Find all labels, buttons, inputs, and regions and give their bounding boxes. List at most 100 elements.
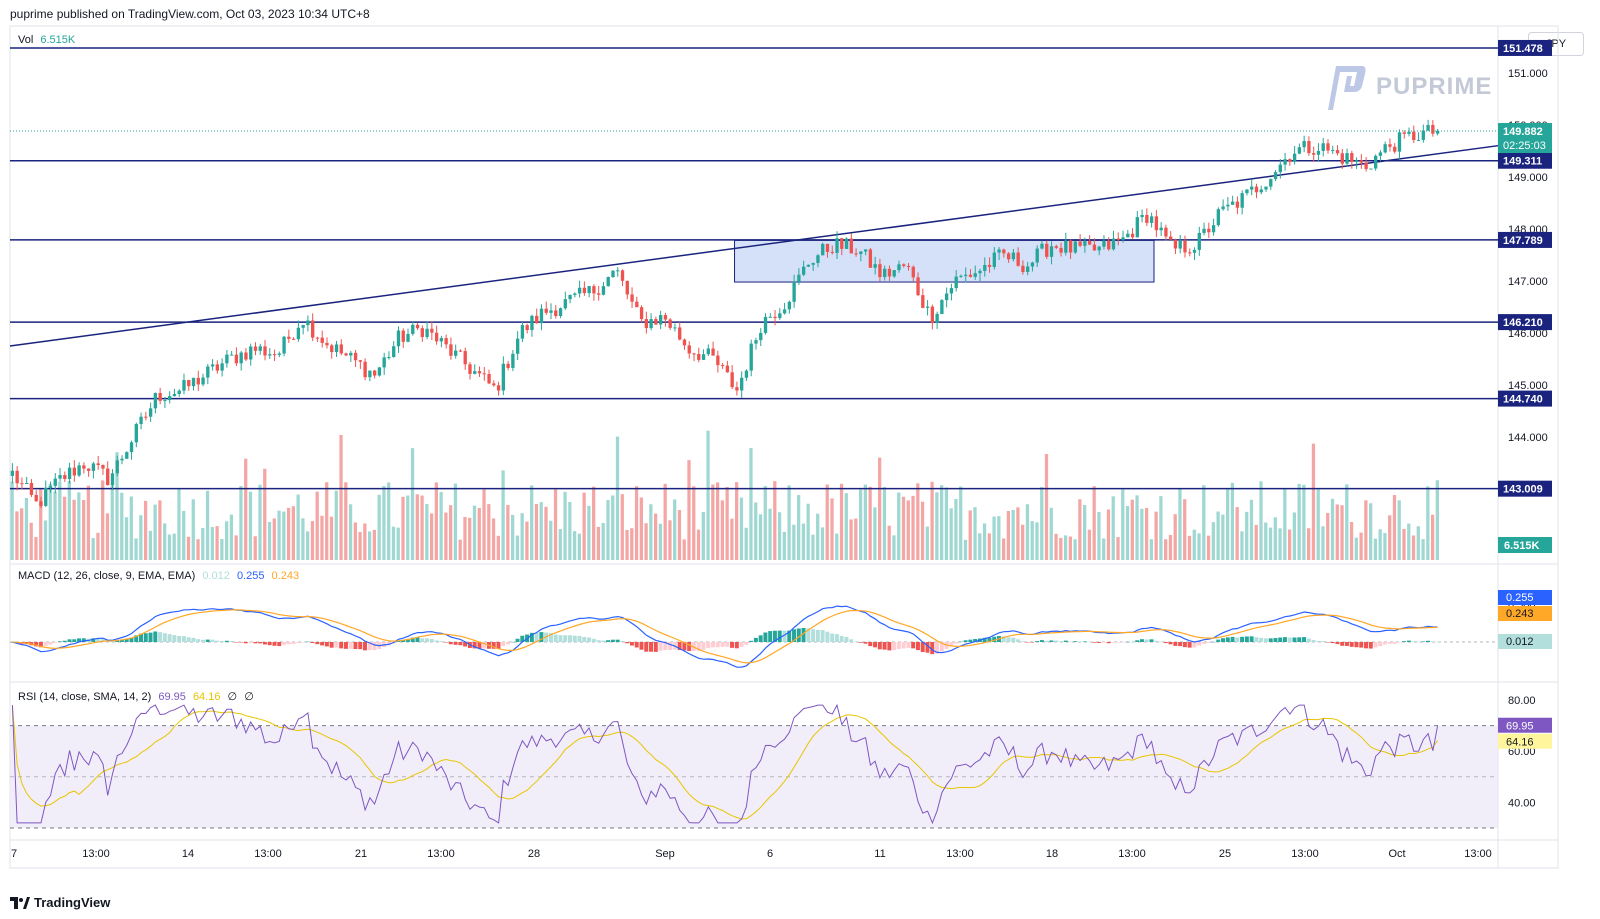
candle-body <box>191 377 196 387</box>
volume-bar <box>925 526 929 560</box>
volume-bar <box>1307 528 1311 560</box>
candle-body <box>187 380 191 387</box>
candle-body <box>15 470 19 484</box>
candle-body <box>148 408 153 417</box>
macd-histogram-bar <box>1149 639 1154 642</box>
volume-bar <box>1197 533 1201 560</box>
macd-histogram-bar <box>1373 642 1378 648</box>
macd-histogram-bar <box>286 642 291 645</box>
candle-body <box>1402 132 1406 134</box>
macd-histogram-bar <box>34 642 39 647</box>
candle-body <box>172 394 177 397</box>
volume-bar <box>124 517 129 560</box>
candle-body <box>1254 186 1259 193</box>
candle-body <box>1073 241 1078 253</box>
candle-body <box>668 319 672 328</box>
level-price-tag <box>1498 39 1552 56</box>
candle-body <box>935 313 939 323</box>
volume-bar <box>844 493 848 560</box>
candle-body <box>1364 162 1368 169</box>
candle-body <box>1188 252 1192 254</box>
volume-bar <box>1187 535 1192 560</box>
volume-bar <box>1326 512 1330 560</box>
candle-body <box>401 330 405 342</box>
macd-histogram-bar <box>782 630 787 642</box>
candle-body <box>797 274 801 282</box>
volume-bar <box>320 515 324 560</box>
macd-histogram-bar <box>1197 642 1202 646</box>
macd-histogram-bar <box>1016 639 1021 642</box>
candle-body <box>1307 141 1311 154</box>
candle-body <box>821 243 825 256</box>
volume-bar <box>1102 538 1106 560</box>
candle-body <box>816 255 820 263</box>
candle-body <box>1264 186 1268 190</box>
macd-histogram-bar <box>248 642 253 643</box>
volume-bar <box>258 484 262 560</box>
macd-histogram-bar <box>367 642 372 651</box>
candle-body <box>558 308 563 317</box>
candle-body <box>1064 240 1068 253</box>
candle-body <box>1416 139 1421 141</box>
candle-body <box>1350 153 1354 162</box>
candle-body <box>48 485 53 488</box>
macd-histogram-bar <box>143 633 148 642</box>
volume-bar <box>172 533 176 560</box>
macd-histogram-bar <box>591 638 596 642</box>
trend-line[interactable] <box>9 144 1499 347</box>
macd-histogram-bar <box>334 642 339 648</box>
volume-bar <box>572 531 577 560</box>
rsi-legend-a: ∅ <box>227 691 238 703</box>
candle-body <box>1312 153 1316 155</box>
volume-bar <box>825 484 829 560</box>
candle-body <box>125 452 129 459</box>
candle-body <box>272 354 277 356</box>
macd-histogram-bar <box>958 641 963 643</box>
macd-histogram-bar <box>477 642 482 649</box>
macd-histogram-bar <box>186 637 191 642</box>
macd-histogram-bar <box>715 642 720 648</box>
level-price-label: 144.740 <box>1503 394 1543 406</box>
macd-histogram-bar <box>119 639 124 642</box>
candle-body <box>525 325 529 331</box>
macd-histogram-bar <box>711 642 715 648</box>
rsi-legend-value: 69.95 <box>158 691 186 703</box>
macd-signal-line <box>12 609 1438 664</box>
volume-bar <box>1402 528 1406 560</box>
macd-histogram-bar <box>272 642 277 646</box>
candle-body <box>840 238 844 249</box>
macd-histogram-bar <box>267 642 272 646</box>
volume-bar <box>553 489 558 560</box>
volume-bar <box>210 527 214 560</box>
candle-body <box>930 306 935 323</box>
tradingview-footer[interactable]: TradingView <box>10 895 110 910</box>
candle-body <box>597 293 601 295</box>
volume-bar <box>944 487 949 560</box>
volume-bar <box>1149 539 1153 560</box>
macd-histogram-bar <box>696 642 701 651</box>
candle-body <box>1259 189 1263 193</box>
volume-bar <box>1087 529 1092 560</box>
candle-body <box>1078 241 1082 246</box>
macd-histogram-bar <box>1325 642 1330 643</box>
time-tick-label: 13:00 <box>427 848 455 860</box>
volume-bar <box>1345 484 1349 560</box>
candle-body <box>1183 240 1187 253</box>
volume-bar <box>1411 535 1416 560</box>
macd-histogram-bar <box>787 630 792 642</box>
candle-body <box>639 307 644 320</box>
candle-body <box>487 373 491 384</box>
consolidation-range-box[interactable] <box>734 239 1155 283</box>
macd-histogram-bar <box>1206 642 1211 643</box>
volume-bar <box>1364 500 1368 560</box>
volume-bar <box>1330 498 1335 560</box>
candle-body <box>601 286 606 295</box>
macd-histogram-bar <box>1259 637 1264 642</box>
macd-histogram-bar <box>1178 642 1183 647</box>
volume-bar <box>777 512 782 560</box>
candle-body <box>1421 130 1425 140</box>
macd-legend-signal: 0.243 <box>271 570 300 582</box>
candle-body <box>1035 248 1039 263</box>
last-price-tag <box>1498 123 1552 154</box>
